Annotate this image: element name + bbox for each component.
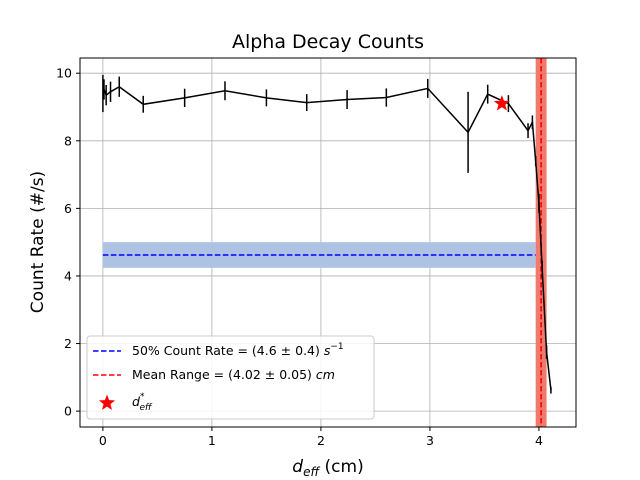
x-axis-label: deff (cm) <box>292 457 363 479</box>
legend-label-d-eff-superscript: * <box>140 392 145 402</box>
y-tick-label: 4 <box>64 268 72 283</box>
y-tick-label: 0 <box>64 404 72 419</box>
chart-title: Alpha Decay Counts <box>232 31 424 53</box>
legend: 50% Count Rate = (4.6 ± 0.4) s−1 Mean Ra… <box>86 335 375 420</box>
legend-label-fifty-percent-exponent: −1 <box>330 342 343 352</box>
x-tick-label: 1 <box>208 433 216 448</box>
d-eff-star-marker <box>493 95 510 111</box>
x-tick-label: 4 <box>535 433 543 448</box>
legend-label-fifty-percent-unit: s <box>324 343 331 358</box>
x-axis-label-unit: (cm) <box>319 457 364 477</box>
legend-box <box>86 335 375 420</box>
plot-frame <box>79 57 577 428</box>
x-tick-label: 3 <box>426 433 434 448</box>
legend-label-d-eff-base: d <box>132 394 140 409</box>
count-rate-series <box>102 74 552 394</box>
legend-label-fifty-percent-prefix: 50% Count Rate = (4.6 ± 0.4) <box>132 343 324 358</box>
y-tick-label: 10 <box>56 66 72 81</box>
x-axis-label-subscript: eff <box>303 465 320 479</box>
legend-label-mean-range-unit: cm <box>316 367 335 382</box>
legend-label-d-eff-subscript: eff <box>139 403 153 413</box>
y-tick-label: 6 <box>64 201 72 216</box>
x-tick-label: 0 <box>99 433 107 448</box>
x-axis-label-base: d <box>292 457 303 477</box>
legend-label-mean-range-prefix: Mean Range = (4.02 ± 0.05) <box>132 367 316 382</box>
y-tick-label: 8 <box>64 133 72 148</box>
d-eff-marker <box>493 95 510 111</box>
y-tick-label: 2 <box>64 336 72 351</box>
x-tick-label: 2 <box>317 433 325 448</box>
legend-label-d-eff: d* eff <box>132 392 153 413</box>
legend-label-fifty-percent: 50% Count Rate = (4.6 ± 0.4) s−1 <box>132 342 344 358</box>
legend-label-mean-range: Mean Range = (4.02 ± 0.05) cm <box>132 367 335 382</box>
legend-swatch-d-eff-star <box>98 394 116 410</box>
x-axis-ticks: 0 1 2 3 4 <box>99 427 543 448</box>
y-axis-ticks: 0 2 4 6 8 10 <box>56 66 80 419</box>
y-axis-label: Count Rate (#/s) <box>28 171 48 313</box>
